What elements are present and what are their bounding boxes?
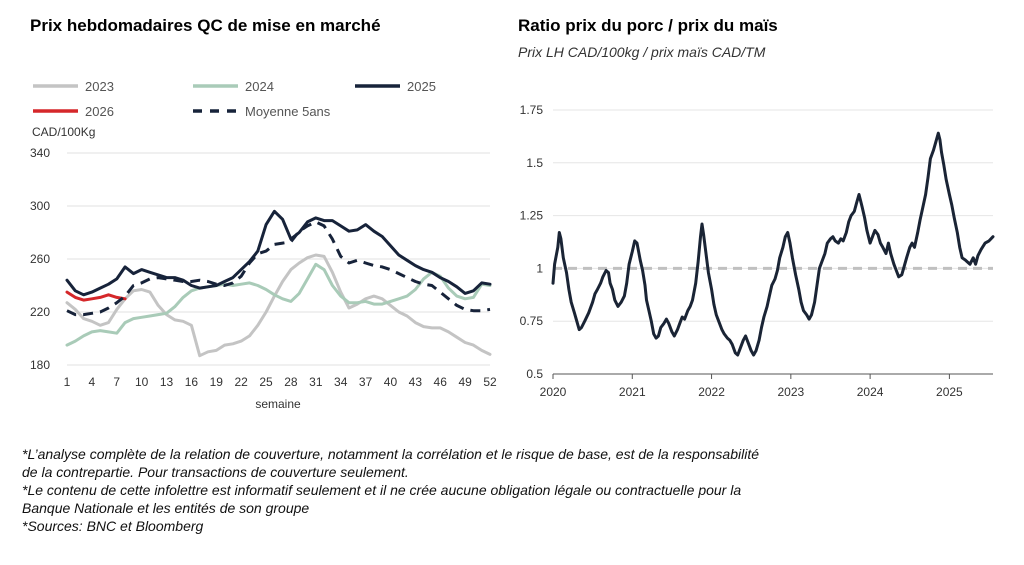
x-tick-label: 25 [259, 375, 273, 389]
y-tick-label: 1.25 [520, 209, 544, 223]
x-tick-label: 52 [483, 375, 497, 389]
y-tick-label: 1 [536, 261, 543, 275]
series-line-2023 [65, 253, 492, 358]
y-tick-label: 1.5 [526, 156, 543, 170]
x-tick-label: 7 [113, 375, 120, 389]
y-tick-label: 220 [30, 305, 50, 319]
y-tick-label: 0.75 [520, 314, 544, 328]
y-axis-unit-label: CAD/100Kg [32, 125, 95, 139]
x-tick-label: 10 [135, 375, 149, 389]
x-tick-label: 43 [409, 375, 423, 389]
x-tick-label: 28 [284, 375, 298, 389]
x-tick-label: 2023 [777, 385, 804, 399]
x-tick-label: 22 [234, 375, 248, 389]
right-chart-title: Ratio prix du porc / prix du maïs [518, 16, 778, 35]
x-tick-label: 13 [160, 375, 174, 389]
footnote-line: Banque Nationale et les entités de son g… [22, 500, 310, 516]
x-tick-label: 2024 [857, 385, 884, 399]
legend-label: 2026 [85, 104, 114, 119]
x-tick-label: 31 [309, 375, 323, 389]
footnote-line: *L’analyse complète de la relation de co… [22, 446, 759, 462]
x-tick-label: 2022 [698, 385, 725, 399]
footnote-line: *Sources: BNC et Bloomberg [22, 518, 204, 534]
x-axis-label: semaine [255, 397, 301, 411]
x-tick-label: 34 [334, 375, 348, 389]
legend-label: 2025 [407, 79, 436, 94]
legend-label: 2024 [245, 79, 274, 94]
y-tick-label: 340 [30, 146, 50, 160]
legend-label: 2023 [85, 79, 114, 94]
ratio-series-line [551, 131, 995, 357]
y-tick-label: 1.75 [520, 103, 544, 117]
x-tick-label: 46 [434, 375, 448, 389]
footnote-line: *Le contenu de cette infolettre est info… [22, 482, 742, 498]
x-tick-label: 40 [384, 375, 398, 389]
x-tick-label: 16 [185, 375, 199, 389]
y-tick-label: 300 [30, 199, 50, 213]
x-tick-label: 4 [89, 375, 96, 389]
left-chart-title: Prix hebdomadaires QC de mise en marché [30, 16, 381, 35]
series-line-moyenne-5ans [66, 220, 491, 317]
x-tick-label: 2021 [619, 385, 646, 399]
y-tick-label: 0.5 [526, 367, 543, 381]
x-tick-label: 19 [210, 375, 224, 389]
weekly-prices-chart: 2023 2024 2025 2026 Moyenne 5ans CAD/100Kg 1… [30, 79, 497, 411]
x-tick-label: 1 [64, 375, 71, 389]
y-tick-label: 260 [30, 252, 50, 266]
x-tick-label: 2025 [936, 385, 963, 399]
series-line-2024 [65, 262, 492, 347]
right-chart-subtitle: Prix LH CAD/100kg / prix maïs CAD/TM [518, 44, 766, 60]
series-line-2026 [65, 290, 127, 302]
legend-label: Moyenne 5ans [245, 104, 331, 119]
x-tick-label: 37 [359, 375, 373, 389]
footnotes: *L’analyse complète de la relation de co… [22, 445, 922, 535]
footnote-line: de la contrepartie. Pour transactions de… [22, 464, 409, 480]
x-tick-label: 2020 [540, 385, 567, 399]
y-tick-label: 180 [30, 358, 50, 372]
series-line-2025 [65, 209, 492, 297]
x-tick-label: 49 [458, 375, 472, 389]
